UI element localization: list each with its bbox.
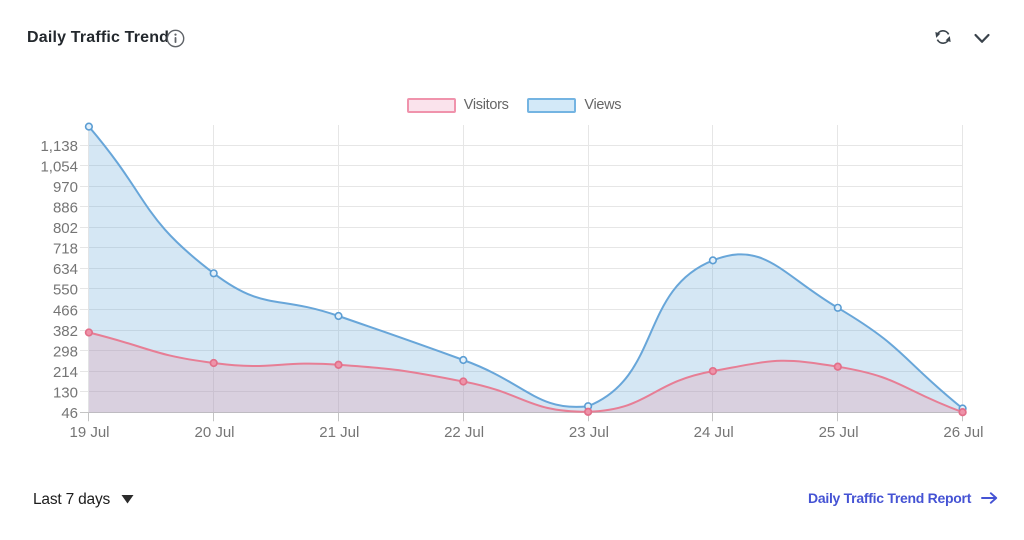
svg-text:634: 634 xyxy=(53,261,78,278)
svg-text:382: 382 xyxy=(53,323,78,340)
svg-text:23 Jul: 23 Jul xyxy=(569,424,609,441)
svg-text:970: 970 xyxy=(53,179,78,196)
svg-text:886: 886 xyxy=(53,200,78,217)
svg-text:718: 718 xyxy=(53,241,78,258)
svg-text:298: 298 xyxy=(53,343,78,360)
svg-text:550: 550 xyxy=(53,282,78,299)
svg-text:19 Jul: 19 Jul xyxy=(69,424,109,441)
svg-text:26 Jul: 26 Jul xyxy=(943,424,983,441)
svg-text:25 Jul: 25 Jul xyxy=(819,424,859,441)
svg-text:21 Jul: 21 Jul xyxy=(319,424,359,441)
svg-text:130: 130 xyxy=(53,385,78,402)
svg-text:802: 802 xyxy=(53,220,78,237)
svg-text:24 Jul: 24 Jul xyxy=(694,424,734,441)
svg-text:214: 214 xyxy=(53,364,78,381)
svg-text:466: 466 xyxy=(53,302,78,319)
svg-text:1,054: 1,054 xyxy=(40,158,78,175)
svg-text:1,138: 1,138 xyxy=(40,138,78,155)
svg-text:22 Jul: 22 Jul xyxy=(444,424,484,441)
svg-text:20 Jul: 20 Jul xyxy=(194,424,234,441)
svg-text:46: 46 xyxy=(61,405,78,422)
